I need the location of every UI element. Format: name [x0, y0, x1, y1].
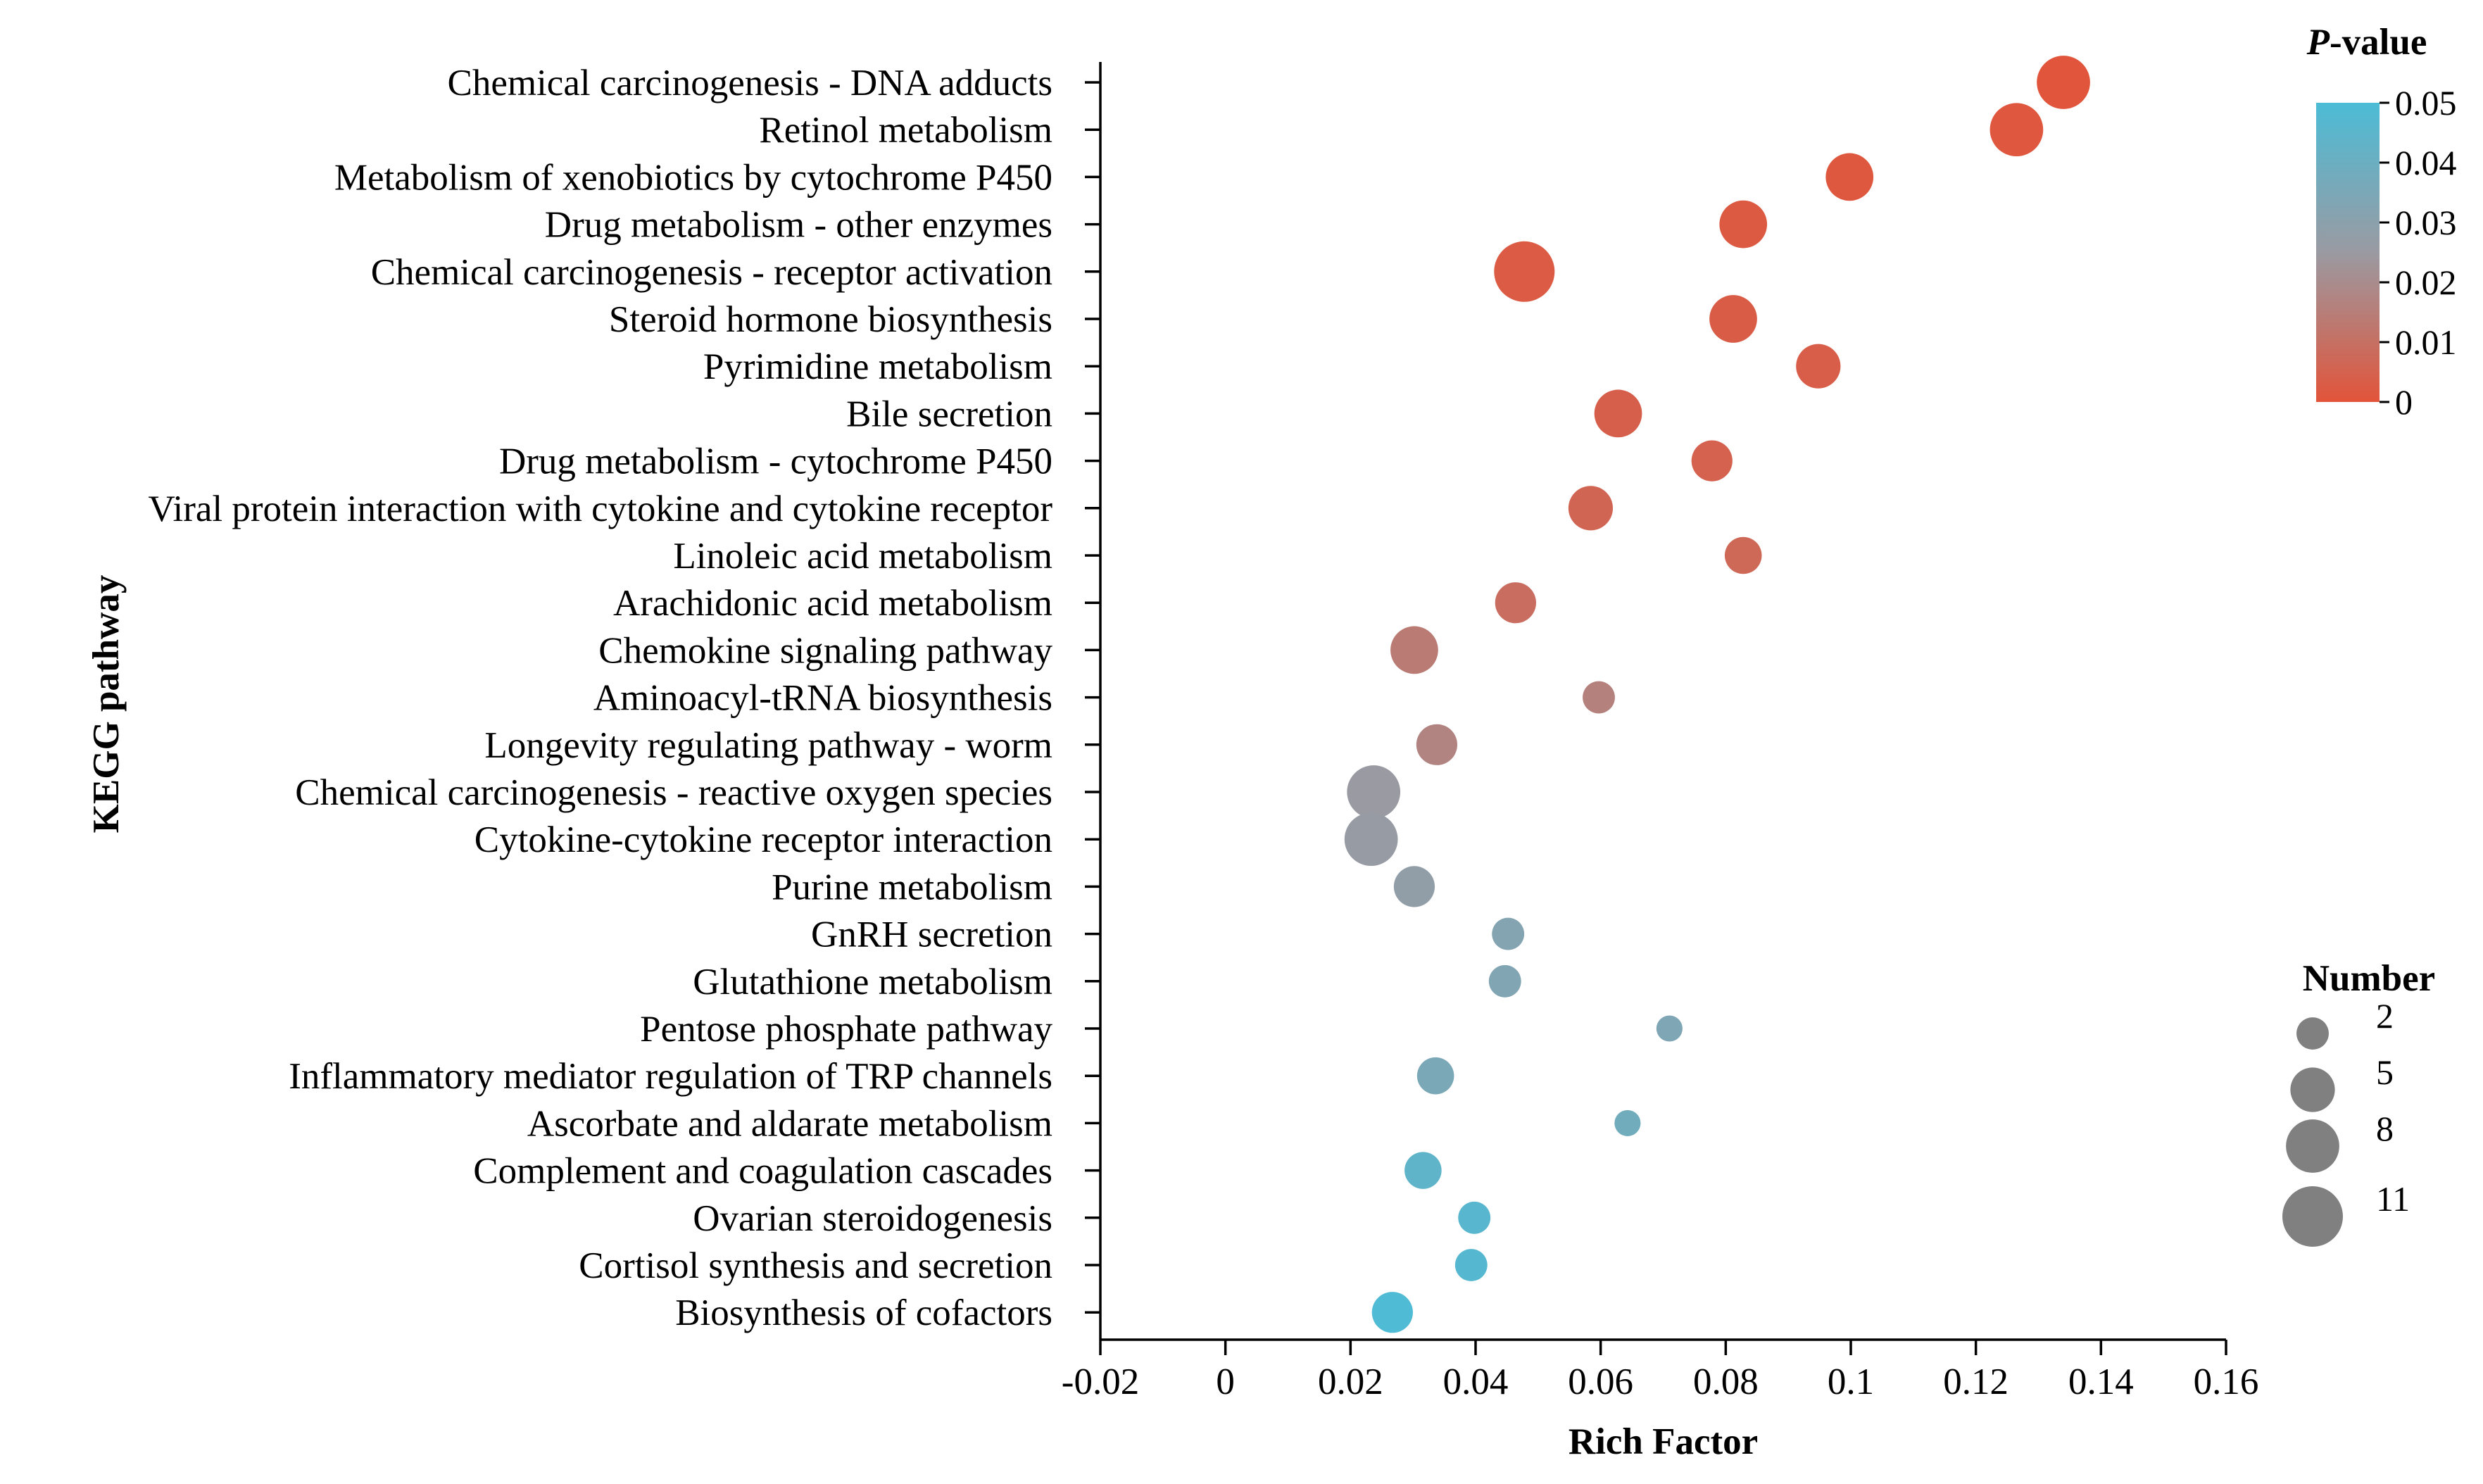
pathway-label: Linoleic acid metabolism	[673, 536, 1052, 577]
x-tick-label: -0.02	[1062, 1362, 1139, 1402]
pathway-label: Complement and coagulation cascades	[473, 1151, 1052, 1192]
bubble	[1347, 765, 1401, 819]
pathway-label: Cortisol synthesis and secretion	[579, 1245, 1052, 1286]
bubble	[1709, 295, 1757, 343]
pathway-label: Metabolism of xenobiotics by cytochrome …	[334, 157, 1052, 198]
pathway-label: Chemical carcinogenesis - reactive oxyge…	[295, 772, 1052, 813]
number-legend-bubble	[2286, 1119, 2339, 1173]
bubble	[2037, 56, 2090, 109]
pathway-label: Chemical carcinogenesis - receptor activ…	[371, 252, 1052, 293]
y-axis-title: KEGG pathway	[86, 575, 127, 834]
bubble	[1393, 866, 1435, 907]
x-tick-label: 0.06	[1568, 1362, 1633, 1402]
bubbles	[1344, 56, 2090, 1333]
x-tick-label: 0.04	[1443, 1362, 1509, 1402]
number-legend-bubble	[2290, 1067, 2335, 1112]
pathway-label: Chemokine signaling pathway	[598, 630, 1052, 671]
pathway-label: Bile secretion	[846, 394, 1052, 434]
colorbar-tick-label: 0.02	[2395, 263, 2457, 302]
number-legend-label: 5	[2376, 1052, 2394, 1092]
number-legend-label: 2	[2376, 996, 2394, 1036]
pathway-label: Inflammatory mediator regulation of TRP …	[289, 1056, 1052, 1097]
bubble	[1656, 1015, 1683, 1042]
bubble	[1494, 241, 1555, 302]
pathway-label: Pyrimidine metabolism	[703, 346, 1052, 387]
pathway-label: Drug metabolism - other enzymes	[545, 205, 1052, 246]
x-axis-tick-labels: -0.02 0 0.02 0.04 0.06 0.08 0.1 0.12 0.14 0.16	[1062, 1362, 2259, 1402]
bubble	[1614, 1109, 1641, 1136]
number-legend-bubble	[2282, 1186, 2343, 1247]
number-legend-items: 2 5 8 11	[2282, 996, 2410, 1247]
pathway-label: Ovarian steroidogenesis	[693, 1198, 1052, 1239]
number-legend-title: Number	[2303, 958, 2435, 999]
pathway-label: Ascorbate and aldarate metabolism	[527, 1103, 1052, 1144]
bubble	[1796, 344, 1841, 389]
x-tick-label: 0.14	[2068, 1362, 2134, 1402]
plot-area: Chemical carcinogenesis - DNA adducts Ret…	[86, 56, 2258, 1462]
bubble	[1583, 681, 1615, 714]
pathway-label: Viral protein interaction with cytokine …	[148, 489, 1052, 529]
x-tick-label: 0.02	[1318, 1362, 1383, 1402]
number-legend-bubble	[2296, 1017, 2329, 1050]
bubble	[1458, 1201, 1491, 1234]
bubble	[1390, 626, 1438, 674]
pathway-label: Cytokine-cytokine receptor interaction	[474, 819, 1052, 860]
number-legend-label: 8	[2376, 1109, 2394, 1148]
pvalue-legend-title-rest: -value	[2330, 22, 2427, 63]
bubble	[1989, 103, 2044, 157]
pathway-labels: Chemical carcinogenesis - DNA adducts Ret…	[148, 63, 1052, 1333]
bubble	[1416, 1057, 1454, 1095]
bubble	[1344, 812, 1398, 867]
bubble	[1492, 917, 1525, 950]
bubble	[1371, 1292, 1413, 1333]
bubble	[1454, 1249, 1488, 1281]
x-axis-title: Rich Factor	[1569, 1421, 1758, 1462]
pvalue-legend: P-value 0.05 0.04 0.03 0.02 0.01 0	[2306, 22, 2457, 422]
y-axis-ticks	[1085, 81, 1100, 1314]
pathway-label: Pentose phosphate pathway	[640, 1009, 1052, 1050]
x-tick-label: 0.16	[2194, 1362, 2259, 1402]
bubble	[1719, 200, 1768, 249]
bubble	[1594, 389, 1642, 438]
pathway-label: Retinol metabolism	[759, 110, 1052, 151]
number-legend-label: 11	[2376, 1179, 2410, 1219]
colorbar-tick-label: 0	[2395, 382, 2413, 422]
colorbar-tick-label: 0.01	[2395, 322, 2457, 362]
pathway-label: Arachidonic acid metabolism	[613, 583, 1052, 624]
colorbar-tick-label: 0.03	[2395, 203, 2457, 242]
bubble	[1404, 1152, 1442, 1189]
bubble	[1488, 964, 1521, 998]
x-tick-label: 0.1	[1828, 1362, 1874, 1402]
pathway-label: GnRH secretion	[811, 914, 1052, 955]
x-tick-label: 0.08	[1693, 1362, 1759, 1402]
pathway-label: Chemical carcinogenesis - DNA adducts	[447, 63, 1052, 103]
pathway-label: Drug metabolism - cytochrome P450	[499, 441, 1052, 482]
pvalue-legend-title: P-value	[2306, 22, 2427, 63]
pvalue-legend-title-italic: P	[2306, 22, 2330, 63]
pvalue-colorbar-ticks: 0.05 0.04 0.03 0.02 0.01 0	[2380, 83, 2457, 422]
pathway-label: Glutathione metabolism	[693, 962, 1052, 1002]
bubble	[1691, 440, 1733, 482]
colorbar-tick-label: 0.04	[2395, 143, 2457, 182]
x-axis-ticks	[1099, 1340, 2227, 1355]
pvalue-colorbar	[2316, 103, 2380, 402]
bubble	[1568, 486, 1614, 531]
bubble	[1724, 536, 1762, 574]
pathway-label: Steroid hormone biosynthesis	[609, 299, 1052, 340]
bubble	[1416, 724, 1458, 765]
colorbar-tick-label: 0.05	[2395, 83, 2457, 122]
bubble	[1495, 582, 1536, 624]
pathway-label: Biosynthesis of cofactors	[675, 1293, 1052, 1333]
bubble	[1825, 153, 1874, 201]
number-legend: Number 2 5 8 11	[2282, 958, 2435, 1247]
x-tick-label: 0.12	[1943, 1362, 2009, 1402]
x-tick-label: 0	[1216, 1362, 1235, 1402]
pathway-label: Purine metabolism	[772, 867, 1052, 907]
pathway-label: Longevity regulating pathway - worm	[484, 725, 1052, 766]
pathway-label: Aminoacyl-tRNA biosynthesis	[593, 678, 1052, 719]
